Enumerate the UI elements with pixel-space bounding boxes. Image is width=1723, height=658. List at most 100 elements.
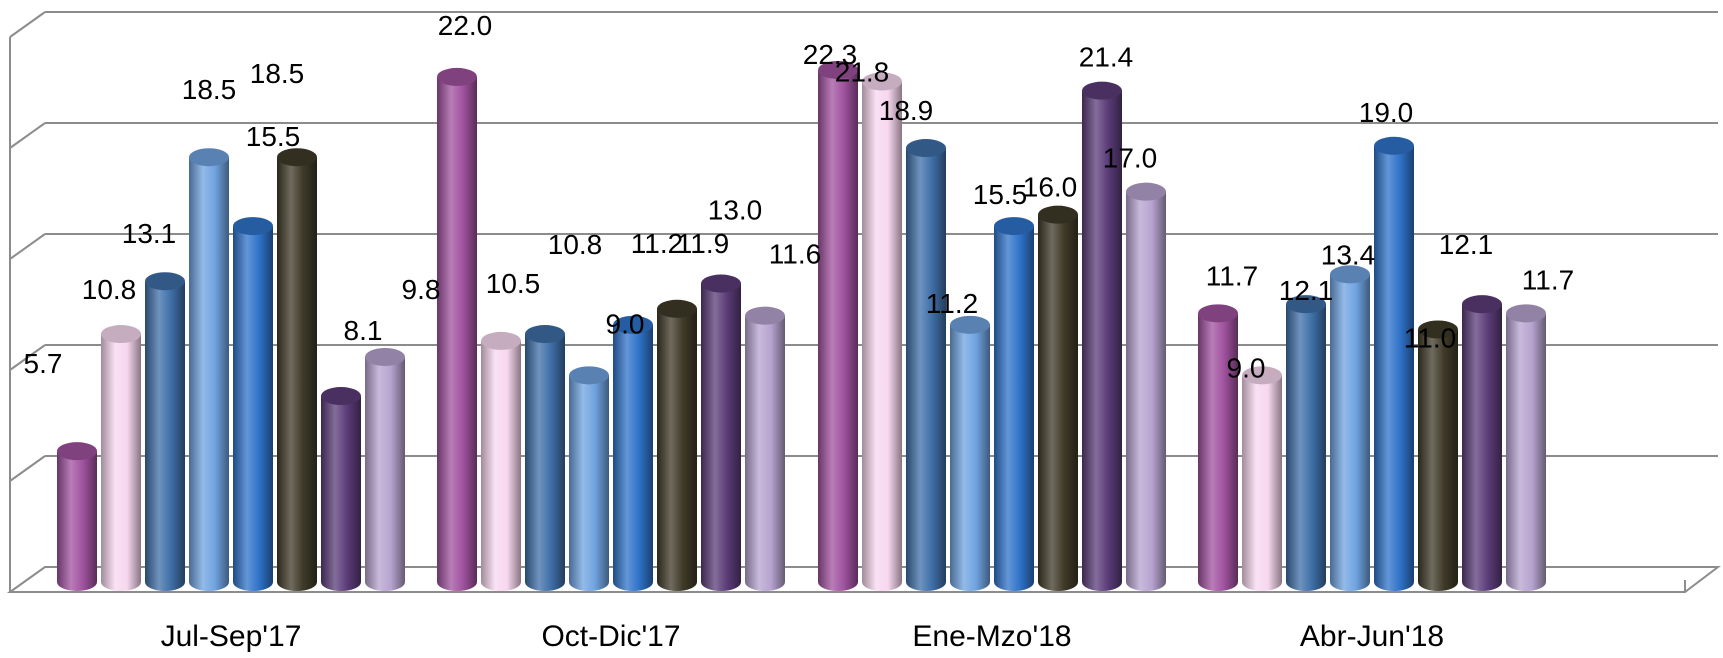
data-label: 18.9 — [879, 95, 934, 126]
bar — [994, 217, 1034, 591]
bar-top — [950, 315, 990, 334]
data-label: 22.3 — [803, 39, 858, 70]
bar-top — [701, 274, 741, 293]
bar — [437, 67, 477, 591]
bar-top — [1418, 320, 1458, 339]
bar — [57, 442, 97, 591]
bar-body — [862, 81, 902, 592]
bar-body — [818, 69, 858, 591]
data-label: 15.5 — [246, 121, 301, 152]
data-label: 11.9 — [677, 228, 729, 259]
bar — [569, 366, 609, 591]
bar-top — [657, 299, 697, 318]
data-label: 22.0 — [438, 10, 493, 41]
bar-body — [189, 157, 229, 592]
bar — [365, 347, 405, 591]
data-label: 12.1 — [1279, 275, 1334, 306]
bar — [321, 387, 361, 591]
bar-body — [701, 283, 741, 591]
data-label: 10.5 — [486, 268, 541, 299]
bar-body — [1126, 191, 1166, 591]
data-label: 21.4 — [1079, 42, 1134, 73]
category-label: Ene-Mzo'18 — [912, 620, 1071, 653]
gridline-side — [9, 455, 46, 482]
bar-top — [1126, 182, 1166, 201]
bar-body — [950, 324, 990, 591]
bar-top — [57, 442, 97, 461]
category-label: Oct-Dic'17 — [541, 620, 680, 653]
bar — [950, 315, 990, 591]
bar-body — [277, 157, 317, 592]
data-label: 11.6 — [769, 239, 821, 270]
bar-body — [1082, 90, 1122, 591]
bar — [1198, 304, 1238, 591]
data-label: 5.7 — [24, 348, 63, 379]
bar — [613, 315, 653, 591]
bar-body — [906, 148, 946, 591]
bar-top — [569, 366, 609, 385]
bar-top — [1038, 205, 1078, 224]
bar-top — [1198, 304, 1238, 323]
data-labels: 5.710.813.118.515.518.58.19.822.010.510.… — [24, 10, 1575, 383]
bar — [818, 60, 858, 591]
bar — [906, 139, 946, 591]
bar-body — [525, 334, 565, 591]
bar-top — [1082, 81, 1122, 100]
data-label: 19.0 — [1359, 97, 1414, 128]
bar-top — [101, 325, 141, 344]
bar-body — [1038, 214, 1078, 591]
bar-top — [321, 387, 361, 406]
bar — [1242, 366, 1282, 591]
gridline-side — [9, 11, 46, 38]
data-label: 11.7 — [1522, 264, 1574, 295]
bar-top — [613, 315, 653, 334]
bar — [145, 272, 185, 591]
bar — [1462, 295, 1502, 591]
bar-body — [321, 396, 361, 591]
data-label: 11.7 — [1206, 260, 1258, 291]
bar-top — [525, 325, 565, 344]
gridline-side — [9, 122, 46, 149]
bar-body — [1506, 313, 1546, 591]
bar-top — [994, 217, 1034, 236]
bar-body — [745, 315, 785, 591]
bar-body — [1418, 329, 1458, 591]
bar-top — [145, 272, 185, 291]
bar-body — [481, 340, 521, 591]
bar-body — [1242, 375, 1282, 591]
bar-body — [437, 76, 477, 591]
bar-top — [233, 217, 273, 236]
bar-top — [481, 331, 521, 350]
data-label: 13.0 — [708, 195, 763, 226]
bar-body — [365, 356, 405, 591]
data-label: 16.0 — [1023, 172, 1078, 203]
bar-top — [1374, 136, 1414, 155]
data-label: 21.8 — [835, 56, 890, 87]
bar-top — [277, 148, 317, 167]
data-label: 15.5 — [973, 179, 1028, 210]
bar — [862, 72, 902, 592]
bar-top — [189, 148, 229, 167]
bar — [745, 306, 785, 591]
data-label: 18.5 — [250, 58, 305, 89]
bar — [1418, 320, 1458, 591]
bar-body — [613, 324, 653, 591]
bar-body — [657, 308, 697, 591]
data-label: 13.4 — [1321, 239, 1376, 270]
bar-top — [1330, 265, 1370, 284]
bar-body — [994, 226, 1034, 591]
bar — [1126, 182, 1166, 591]
bar — [233, 217, 273, 591]
data-label: 18.5 — [182, 74, 237, 105]
bar-body — [1330, 274, 1370, 591]
bar-top — [1286, 295, 1326, 314]
bar — [1082, 81, 1122, 591]
data-label: 9.0 — [606, 308, 645, 339]
gridline-side — [9, 344, 46, 371]
data-label: 9.0 — [1227, 352, 1266, 383]
bar — [1506, 304, 1546, 591]
bar-top — [1242, 366, 1282, 385]
bar-top — [745, 306, 785, 325]
bar-top — [437, 67, 477, 86]
